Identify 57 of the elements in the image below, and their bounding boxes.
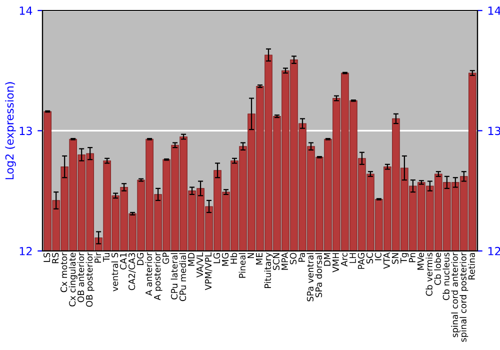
x-tick-label: Cb lobe [434,252,441,286]
x-tick-label: OB posterior [86,252,94,307]
y-tick-label: 13 [20,126,32,136]
x-tick-label: MD [188,252,194,266]
x-tick-label: SC [366,252,373,264]
x-tick-label: MG [222,253,229,266]
x-tick-label: CA1 [120,253,127,270]
x-tick-label: Cb nucleus [442,252,450,300]
x-tick-label: VPM/VPL [205,252,212,290]
x-tick-label: spinal cord anterior [451,252,460,338]
x-tick-label: Pituitary [264,252,273,288]
x-tick-label: ME [256,252,262,265]
x-tick-label: spinal cord posterior [460,252,468,342]
x-tick-label: Pa [298,253,306,262]
x-tick-label: DM [324,253,330,266]
x-tick-label: DG [136,253,144,265]
x-tick-label: A posterior [154,252,162,300]
x-tick-label: Cx cingulate [68,252,78,306]
x-tick-label: Tg [400,253,409,264]
x-tick-label: A anterior [145,252,152,296]
y2-tick-label: 13 [488,126,500,136]
x-tick-label: IC [374,252,382,260]
x-tick-label: VTA [383,252,390,269]
x-tick-label: SPa ventral [306,253,314,302]
x-tick-label: OB anterior [77,252,84,302]
x-tick-label: CPu lateral [170,253,178,300]
y-axis-title: Log2 (expression) [5,82,16,180]
x-tick-label: VMH [332,253,339,272]
x-tick-label: CPu medial [179,253,186,302]
y2-tick-label: 12 [488,246,500,256]
x-tick-label: Cb vermis [426,252,432,296]
x-tick-label: PAG [358,253,364,269]
x-tick-label: Cx motor [60,252,68,292]
x-tick-label: Pn [408,253,416,262]
x-tick-label: SPa dorsal [315,253,322,298]
x-tick-label: Pir [94,252,101,263]
x-tick-label: GP [162,252,170,264]
x-tick-label: Hb [230,252,238,264]
x-tick-label: LS [44,252,50,262]
x-tick-label: LG [213,253,220,264]
x-tick-label: MPA [282,252,288,270]
x-tick-label: Retina [468,253,475,280]
x-tick-label: LH [349,253,356,263]
x-tick-label: SN [392,253,398,264]
x-tick-label: CA2/CA3 [128,253,136,290]
x-tick-label: N [248,253,254,258]
x-tick-label: VA/VL [196,252,204,278]
x-tick-label: Arc [340,252,348,266]
x-tick-label: Pineal [238,253,246,278]
y-tick-label: 12 [20,246,32,256]
x-tick-label: Tu [103,253,110,262]
x-tick-label: SO [290,252,297,264]
y-tick-label: 14 [20,6,32,15]
x-tick-label: MVe [417,252,424,270]
x-tick-label: SCN [272,253,280,270]
x-tick-label: RS [52,252,59,264]
x-tick-label: ventral S [111,252,118,292]
